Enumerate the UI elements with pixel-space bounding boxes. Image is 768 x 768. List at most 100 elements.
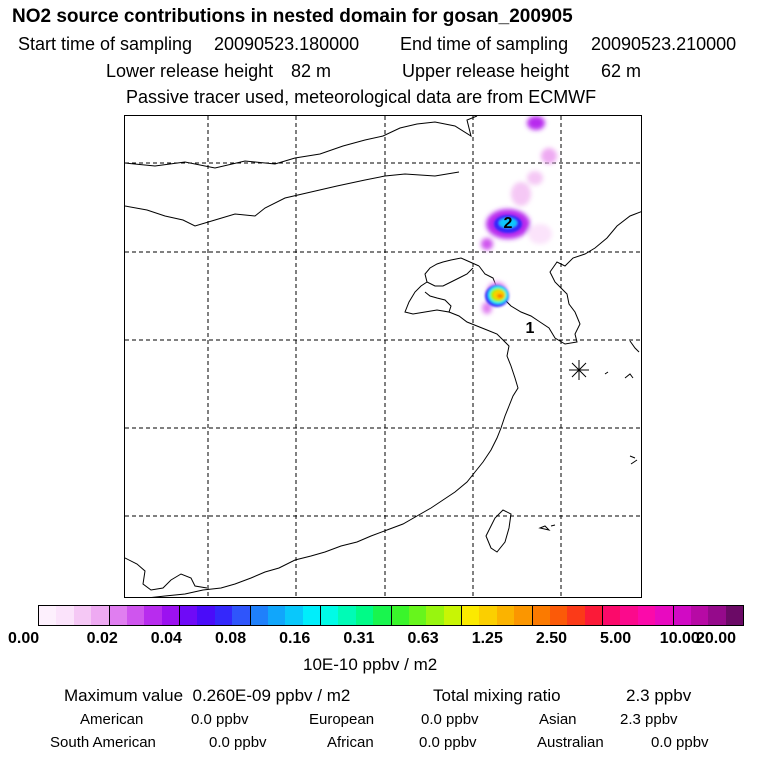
plume-cell	[481, 238, 493, 250]
lower-release-height-value: 82 m	[291, 61, 332, 81]
colorbar-segment	[479, 606, 497, 625]
colorbar-segment	[161, 606, 180, 625]
colorbar-segment	[302, 606, 321, 625]
korea-china-coast	[478, 211, 641, 345]
graticule	[125, 116, 641, 597]
upper-release-height-label: Upper release height	[402, 61, 570, 81]
region-value: 0.0 ppbv	[651, 734, 709, 751]
colorbar-segment	[39, 606, 57, 625]
colorbar-tick-label: 1.25	[471, 630, 503, 647]
end-time-label: End time of sampling	[400, 34, 569, 54]
colorbar-tick-label: 2.50	[535, 630, 568, 647]
asterisk-star-icon	[569, 360, 589, 380]
end-time-value: 20090523.210000	[591, 34, 737, 54]
colorbar-segment	[673, 606, 691, 625]
colorbar-segment	[232, 606, 251, 625]
plume-cell	[527, 171, 543, 185]
colorbar-tick-label: 5.00	[600, 630, 632, 647]
colorbar-segment	[250, 606, 268, 625]
map-panel: 2 1	[124, 115, 642, 598]
bohai-bay	[424, 257, 480, 287]
colorbar-segment	[285, 606, 303, 625]
colorbar-segment	[197, 606, 215, 625]
concentration-plume	[481, 116, 557, 314]
plume-cell	[528, 224, 552, 244]
mongolia-border	[125, 116, 478, 169]
colorbar-tick-label: 0.00	[8, 630, 40, 647]
colorbar-segment	[708, 606, 726, 625]
map-canvas: 2 1	[125, 116, 641, 597]
maximum-value-caption: Maximum value	[64, 686, 184, 705]
colorbar-segment	[355, 606, 374, 625]
upper-release-height-value: 62 m	[601, 61, 642, 81]
region-value: 2.3 ppbv	[620, 711, 678, 728]
colorbar-tick-label: 0.31	[343, 630, 375, 647]
colorbar-segment	[584, 606, 603, 625]
colorbar	[38, 605, 744, 626]
region-name: Asian	[539, 711, 577, 728]
colorbar-tick-label: 20.00	[696, 630, 737, 647]
colorbar-segment	[603, 606, 621, 625]
colorbar-tick-label: 10.00	[659, 630, 700, 647]
colorbar-segment	[443, 606, 462, 625]
colorbar-segment	[408, 606, 427, 625]
region-name: Australian	[537, 734, 604, 751]
colorbar-segment	[267, 606, 286, 625]
tracer-note: Passive tracer used, meteorological data…	[126, 87, 597, 107]
release-site-2-label: 2	[504, 215, 513, 232]
plume-cell	[497, 294, 503, 298]
plume-cell	[482, 302, 492, 314]
colorbar-segment	[144, 606, 162, 625]
colorbar-segment	[91, 606, 110, 625]
lower-release-height-label: Lower release height	[106, 61, 274, 81]
east-china-coast	[151, 311, 519, 597]
total-mixing-ratio-value: 2.3 ppbv	[626, 686, 692, 705]
inner-border	[125, 171, 460, 227]
colorbar-segment	[338, 606, 356, 625]
colorbar-unit: 10E-10 ppbv / m2	[303, 655, 438, 674]
colorbar-tick-label: 0.02	[86, 630, 118, 647]
colorbar-segment	[56, 606, 74, 625]
shandong-coast	[404, 281, 452, 315]
region-value: 0.0 ppbv	[191, 711, 249, 728]
colorbar-segment	[514, 606, 533, 625]
colorbar-segment	[655, 606, 674, 625]
colorbar-segment	[549, 606, 568, 625]
maximum-value-label: Maximum value 0.260E-09 ppbv / m2	[64, 686, 350, 706]
total-mixing-ratio-label: Total mixing ratio	[433, 686, 561, 705]
colorbar-segment	[73, 606, 92, 625]
colorbar-segment	[462, 606, 480, 625]
plume-cell	[541, 148, 557, 164]
colorbar-segment	[214, 606, 233, 625]
colorbar-tick-label: 0.04	[150, 630, 182, 647]
region-value: 0.0 ppbv	[421, 711, 479, 728]
concentration-core	[485, 215, 522, 307]
maximum-value-number: 0.260E-09 ppbv / m2	[192, 686, 351, 705]
colorbar-segment	[373, 606, 392, 625]
colorbar-segment	[321, 606, 339, 625]
region-value: 0.0 ppbv	[419, 734, 477, 751]
colorbar-segment	[496, 606, 515, 625]
colorbar-tick-label: 0.63	[407, 630, 439, 647]
japan-islands	[604, 340, 640, 465]
region-name: European	[309, 711, 375, 728]
colorbar-segment	[126, 606, 145, 625]
region-name: American	[80, 711, 144, 728]
map-title: NO2 source contributions in nested domai…	[12, 6, 573, 27]
colorbar-segment	[620, 606, 638, 625]
colorbar-segment	[637, 606, 656, 625]
colorbar-segment	[690, 606, 709, 625]
colorbar-segment	[391, 606, 409, 625]
taiwan-coast	[485, 509, 512, 553]
start-time-value: 20090523.180000	[214, 34, 360, 54]
release-site-1-label: 1	[526, 320, 535, 337]
colorbar-segment	[109, 606, 127, 625]
colorbar-tick-label: 0.08	[214, 630, 247, 647]
southern-border	[125, 557, 208, 591]
start-time-label: Start time of sampling	[18, 34, 193, 54]
colorbar-segment	[426, 606, 444, 625]
plume-cell	[511, 182, 531, 206]
colorbar-tick-label: 0.16	[279, 630, 311, 647]
plume-cell	[499, 218, 517, 228]
plume-cell	[527, 116, 545, 130]
